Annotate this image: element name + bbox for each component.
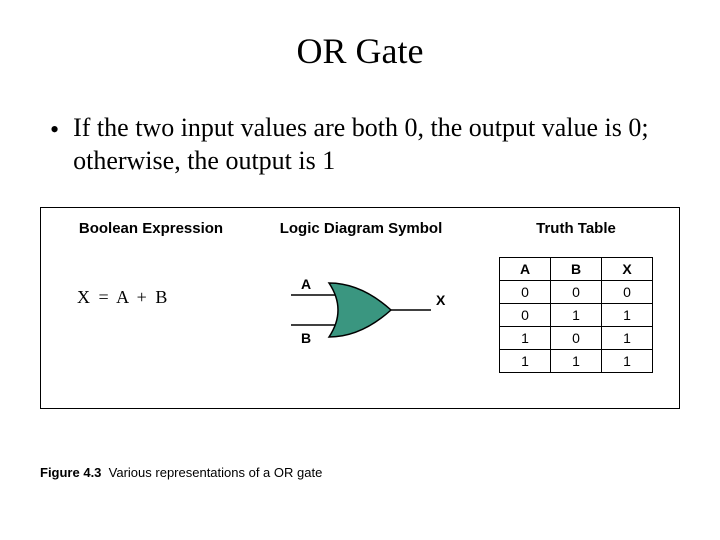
- cell: 0: [500, 281, 551, 304]
- cell: 1: [551, 350, 602, 373]
- or-gate-icon: [329, 283, 391, 337]
- table-row: 0 1 1: [500, 304, 653, 327]
- caption-label: Figure 4.3: [40, 465, 101, 480]
- cell: 1: [500, 350, 551, 373]
- th-b: B: [551, 258, 602, 281]
- cell: 0: [551, 281, 602, 304]
- figure-panel: Boolean Expression X = A + B Logic Diagr…: [40, 207, 680, 409]
- output-x-label: X: [436, 292, 446, 308]
- table-row: 0 0 0: [500, 281, 653, 304]
- cell: 0: [500, 304, 551, 327]
- th-a: A: [500, 258, 551, 281]
- input-b-label: B: [301, 330, 311, 346]
- bullet-text: If the two input values are both 0, the …: [73, 112, 670, 177]
- figure-caption: Figure 4.3 Various representations of a …: [40, 465, 322, 480]
- logic-diagram-column: Logic Diagram Symbol A B X: [251, 220, 471, 370]
- cell: 1: [500, 327, 551, 350]
- boolean-header: Boolean Expression: [61, 220, 241, 237]
- bullet-dot-icon: •: [50, 114, 59, 147]
- bullet-item: • If the two input values are both 0, th…: [50, 112, 670, 177]
- boolean-expression: X = A + B: [61, 287, 241, 308]
- truth-table: A B X 0 0 0 0 1 1 1 0 1: [499, 257, 653, 373]
- slide-title: OR Gate: [0, 0, 720, 92]
- th-x: X: [602, 258, 653, 281]
- cell: 1: [551, 304, 602, 327]
- cell: 0: [602, 281, 653, 304]
- logic-header: Logic Diagram Symbol: [251, 220, 471, 237]
- cell: 1: [602, 350, 653, 373]
- table-header-row: A B X: [500, 258, 653, 281]
- or-gate-diagram: A B X: [261, 255, 461, 365]
- cell: 1: [602, 327, 653, 350]
- cell: 1: [602, 304, 653, 327]
- caption-text: Various representations of a OR gate: [109, 465, 323, 480]
- table-row: 1 0 1: [500, 327, 653, 350]
- bullet-list: • If the two input values are both 0, th…: [0, 92, 720, 177]
- table-row: 1 1 1: [500, 350, 653, 373]
- truth-table-column: Truth Table A B X 0 0 0 0 1 1: [481, 220, 671, 373]
- cell: 0: [551, 327, 602, 350]
- slide: OR Gate • If the two input values are bo…: [0, 0, 720, 540]
- truth-header: Truth Table: [481, 220, 671, 237]
- boolean-expression-column: Boolean Expression X = A + B: [61, 220, 241, 308]
- input-a-label: A: [301, 276, 311, 292]
